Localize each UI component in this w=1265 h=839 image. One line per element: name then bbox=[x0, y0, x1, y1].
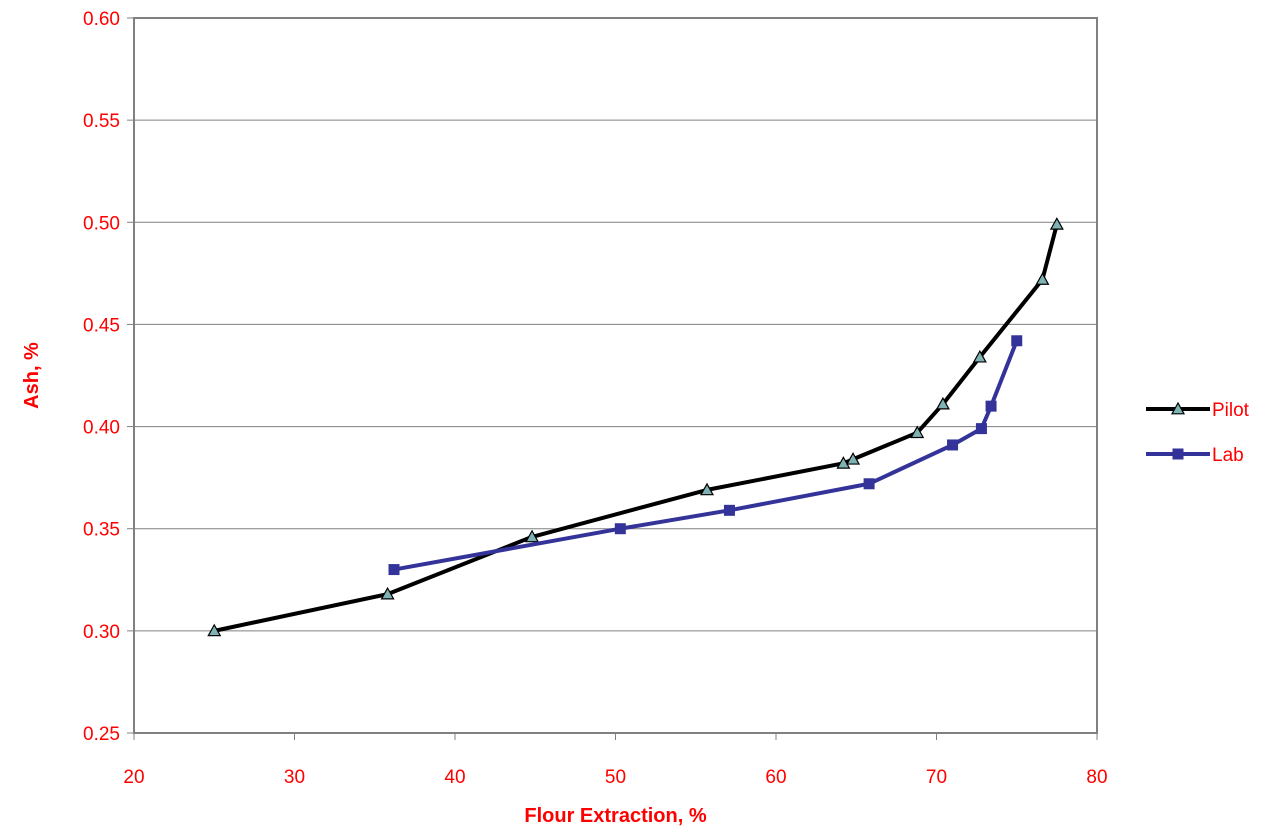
data-point-triangle bbox=[846, 452, 861, 465]
x-tick-label: 40 bbox=[444, 767, 465, 788]
x-tick-label: 30 bbox=[284, 767, 305, 788]
y-tick-label: 0.40 bbox=[83, 418, 120, 439]
legend-item-pilot: Pilot bbox=[1146, 400, 1250, 421]
x-tick-label: 60 bbox=[765, 767, 786, 788]
data-point-triangle bbox=[207, 623, 222, 637]
plot-area bbox=[133, 17, 1098, 734]
legend-label: Lab bbox=[1212, 445, 1244, 466]
x-tick-label: 50 bbox=[605, 767, 626, 788]
legend-item-lab: Lab bbox=[1146, 445, 1244, 466]
data-point-triangle bbox=[525, 529, 540, 543]
legend: Pilot Lab bbox=[1146, 400, 1250, 466]
y-tick-label: 0.55 bbox=[83, 111, 120, 132]
data-point-triangle bbox=[972, 349, 987, 363]
y-tick-label: 0.35 bbox=[83, 520, 120, 541]
x-tick-label: 80 bbox=[1086, 767, 1107, 788]
series-group bbox=[207, 217, 1064, 637]
data-point-triangle bbox=[1035, 272, 1050, 285]
data-point-square bbox=[1011, 335, 1023, 347]
y-tick-label: 0.50 bbox=[83, 213, 120, 234]
data-point-square bbox=[975, 423, 987, 435]
x-tick-labels: 20 30 40 50 60 70 80 bbox=[123, 733, 1108, 788]
series-line bbox=[213, 223, 1059, 633]
data-point-triangle bbox=[935, 396, 950, 410]
series-line bbox=[393, 340, 1019, 572]
data-point-triangle bbox=[910, 425, 925, 439]
y-tick-label: 0.60 bbox=[83, 9, 120, 30]
y-tick-label: 0.30 bbox=[83, 622, 120, 643]
data-point-triangle bbox=[699, 482, 715, 496]
y-tick-label: 0.45 bbox=[83, 315, 120, 336]
y-tick-labels: 0.25 0.30 0.35 0.40 0.45 0.50 0.55 0.60 bbox=[83, 9, 134, 745]
data-point-square bbox=[947, 439, 959, 451]
data-point-square bbox=[863, 478, 875, 490]
x-axis-title: Flour Extraction, % bbox=[524, 805, 706, 827]
data-point-square bbox=[723, 504, 735, 516]
y-axis-title: Ash, % bbox=[21, 342, 43, 409]
data-point-square bbox=[614, 523, 626, 535]
data-point-triangle bbox=[380, 586, 395, 600]
x-tick-label: 20 bbox=[123, 767, 144, 788]
data-point-square bbox=[985, 400, 997, 412]
gridlines bbox=[134, 119, 1097, 632]
series-lab bbox=[388, 335, 1023, 576]
data-point-square bbox=[1172, 448, 1184, 460]
data-point-square bbox=[388, 564, 400, 576]
data-point-triangle bbox=[1049, 217, 1064, 230]
series-pilot bbox=[207, 217, 1064, 637]
x-tick-label: 70 bbox=[926, 767, 947, 788]
y-tick-label: 0.25 bbox=[83, 724, 120, 745]
legend-label: Pilot bbox=[1212, 400, 1250, 421]
data-point-triangle bbox=[836, 456, 851, 469]
data-point-triangle bbox=[1170, 401, 1186, 415]
